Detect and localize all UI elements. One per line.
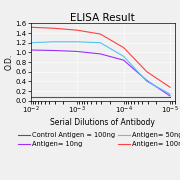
Legend: Control Antigen = 100ng, Antigen= 10ng, Antigen= 50ng, Antigen= 100ng: Control Antigen = 100ng, Antigen= 10ng, … xyxy=(18,132,180,147)
Antigen= 100ng xyxy=(146,71,148,73)
Antigen= 50ng xyxy=(169,93,171,95)
Antigen= 100ng xyxy=(169,86,171,88)
Antigen= 50ng xyxy=(30,42,32,44)
Antigen= 100ng xyxy=(76,29,78,31)
Antigen= 50ng xyxy=(146,80,148,82)
Control Antigen = 100ng xyxy=(123,96,125,98)
Antigen= 50ng xyxy=(53,41,55,43)
Antigen= 10ng xyxy=(123,59,125,61)
X-axis label: Serial Dilutions of Antibody: Serial Dilutions of Antibody xyxy=(50,118,155,127)
Title: ELISA Result: ELISA Result xyxy=(70,13,135,23)
Antigen= 10ng xyxy=(169,95,171,97)
Antigen= 50ng xyxy=(99,42,102,44)
Control Antigen = 100ng xyxy=(99,96,102,98)
Control Antigen = 100ng xyxy=(53,96,55,98)
Control Antigen = 100ng xyxy=(76,96,78,98)
Antigen= 100ng xyxy=(30,26,32,28)
Line: Antigen= 50ng: Antigen= 50ng xyxy=(31,42,170,94)
Antigen= 50ng xyxy=(123,55,125,57)
Antigen= 100ng xyxy=(123,46,125,49)
Antigen= 10ng xyxy=(53,49,55,51)
Antigen= 10ng xyxy=(76,50,78,53)
Line: Antigen= 10ng: Antigen= 10ng xyxy=(31,50,170,96)
Antigen= 10ng xyxy=(146,79,148,82)
Antigen= 100ng xyxy=(99,33,102,35)
Control Antigen = 100ng xyxy=(146,96,148,98)
Antigen= 10ng xyxy=(99,53,102,55)
Control Antigen = 100ng xyxy=(169,96,171,98)
Y-axis label: O.D.: O.D. xyxy=(5,54,14,70)
Antigen= 50ng xyxy=(76,41,78,43)
Line: Antigen= 100ng: Antigen= 100ng xyxy=(31,27,170,87)
Antigen= 100ng xyxy=(53,27,55,29)
Antigen= 10ng xyxy=(30,49,32,51)
Control Antigen = 100ng xyxy=(30,96,32,98)
